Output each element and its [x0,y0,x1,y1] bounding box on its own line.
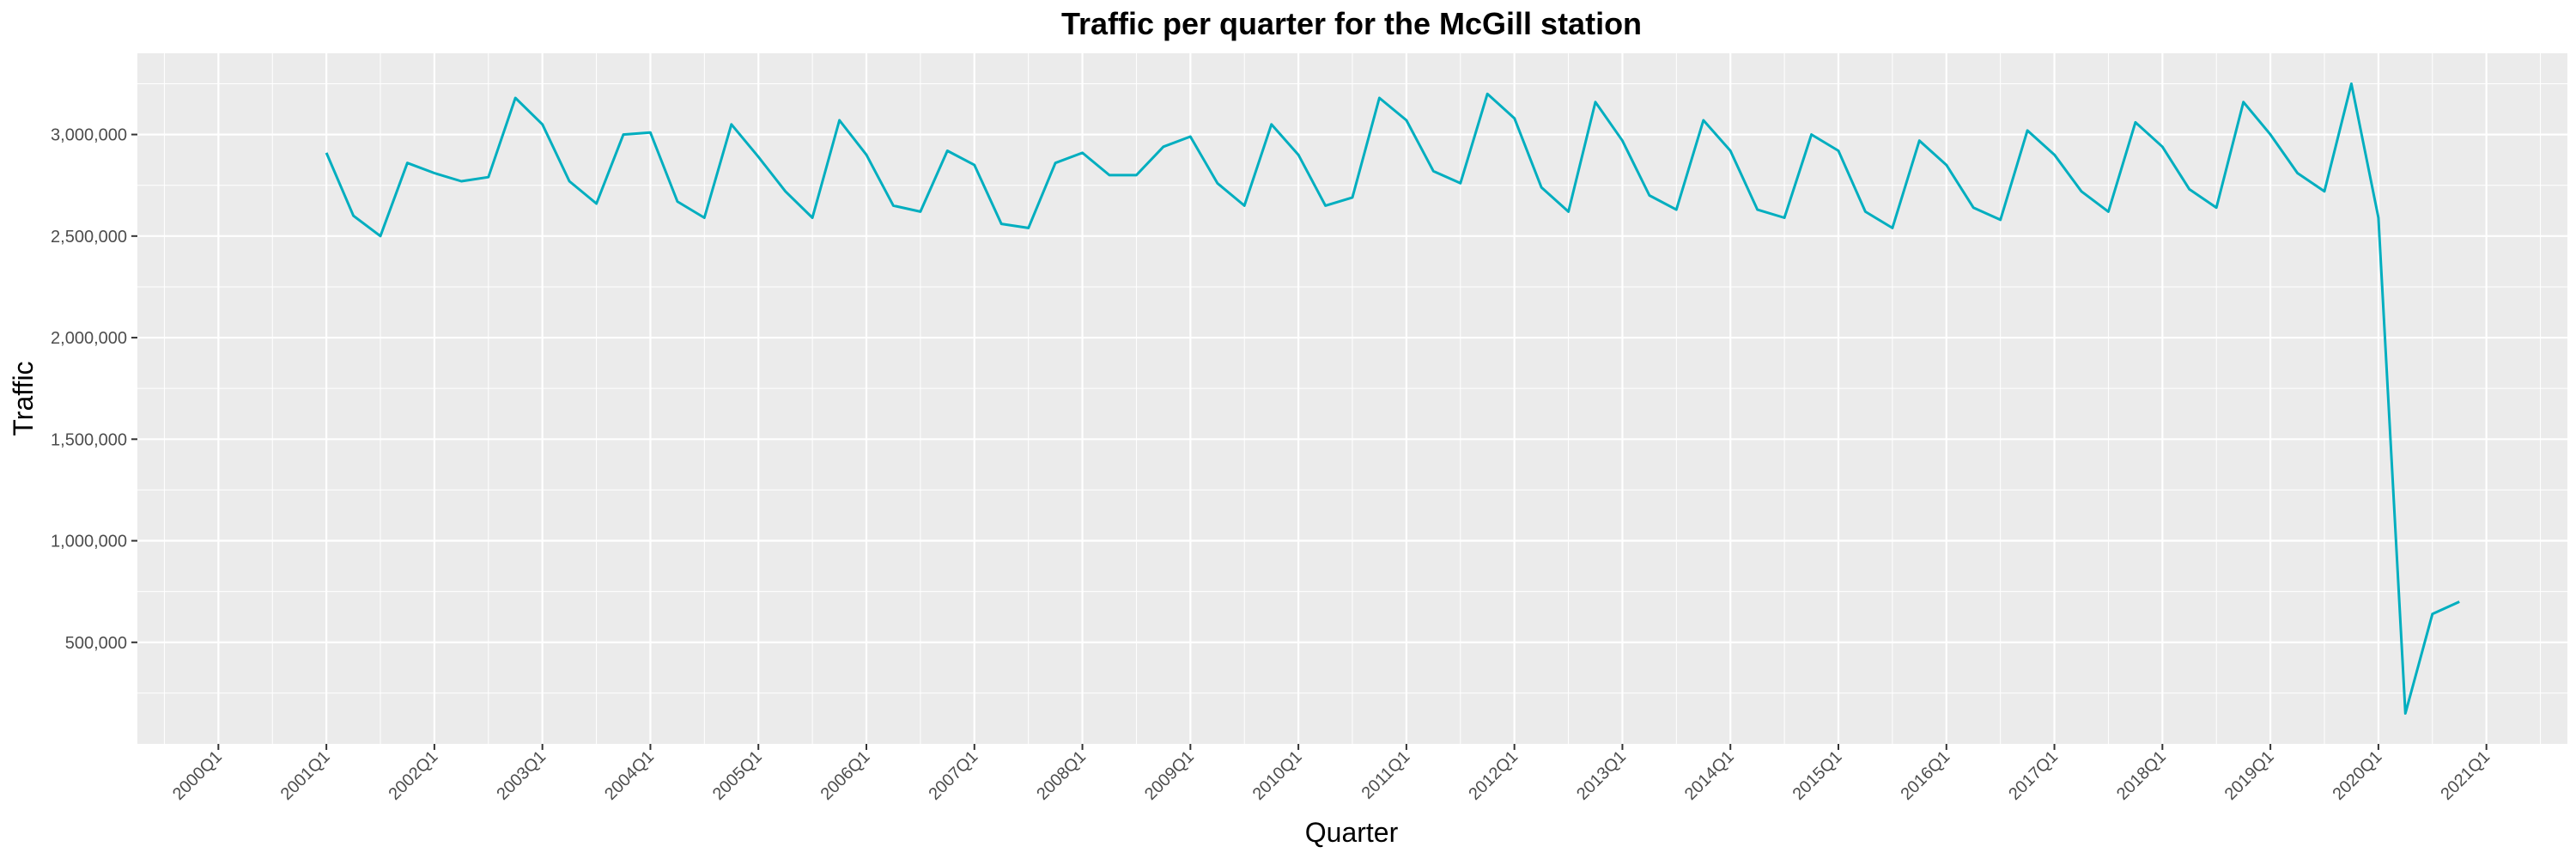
x-tick-label: 2019Q1 [2221,747,2278,804]
x-tick-label: 2012Q1 [1465,747,1522,804]
series-line-traffic [325,82,2460,715]
x-tick-label: 2008Q1 [1033,747,1090,804]
x-tick-label: 2011Q1 [1358,747,1414,803]
x-tick-label: 2014Q1 [1681,747,1738,804]
y-tick-label: 500,000 [65,634,127,653]
y-tick-label: 1,000,000 [51,533,127,551]
y-tick-label: 2,500,000 [51,228,127,247]
x-tick-label: 2003Q1 [493,747,550,804]
chart-title: Traffic per quarter for the McGill stati… [1061,6,1642,41]
x-tick-label: 2015Q1 [1789,747,1846,804]
x-tick-label: 2004Q1 [601,747,658,804]
y-axis-title: Traffic [8,361,39,436]
x-axis-title: Quarter [1305,817,1399,848]
x-tick-label: 2016Q1 [1897,747,1953,804]
x-tick-label: 2018Q1 [2113,747,2170,804]
x-tick-label: 2010Q1 [1249,747,1306,804]
x-tick-label: 2021Q1 [2437,747,2494,804]
x-tick-label: 2020Q1 [2330,747,2386,804]
x-tick-label: 2001Q1 [277,747,334,804]
x-tick-label: 2009Q1 [1141,747,1198,804]
grid-major [137,53,2567,744]
x-tick-label: 2017Q1 [2005,747,2062,804]
x-tick-label: 2002Q1 [386,747,442,804]
x-tick-label: 2005Q1 [709,747,766,804]
y-tick-label: 2,000,000 [51,329,127,348]
x-tick-label: 2000Q1 [169,747,226,804]
x-tick-label: 2006Q1 [817,747,874,804]
y-tick-label: 3,000,000 [51,126,127,145]
x-tick-label: 2013Q1 [1573,747,1630,804]
y-tick-label: 1,500,000 [51,430,127,449]
x-axis: 2000Q1 2001Q1 2002Q1 2003Q1 2004Q1 2005Q1 2006… [169,744,2494,804]
x-tick-label: 2007Q1 [925,747,981,804]
y-axis: 500,000 1,000,000 1,500,000 2,000,000 2,500,… [51,126,137,653]
